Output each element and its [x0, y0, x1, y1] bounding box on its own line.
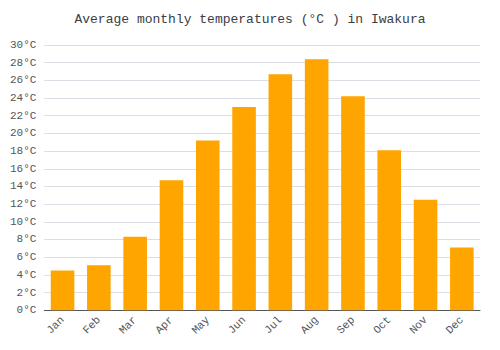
- svg-text:6°C: 6°C: [17, 251, 37, 263]
- svg-text:Apr: Apr: [153, 314, 175, 336]
- svg-text:Nov: Nov: [407, 314, 430, 337]
- svg-text:28°C: 28°C: [10, 57, 37, 69]
- svg-text:12°C: 12°C: [10, 198, 37, 210]
- svg-text:Jan: Jan: [44, 314, 66, 336]
- svg-text:Average monthly temperatures (: Average monthly temperatures (°C ) in Iw…: [74, 12, 425, 27]
- svg-text:Jul: Jul: [262, 314, 284, 336]
- svg-text:14°C: 14°C: [10, 180, 37, 192]
- svg-text:0°C: 0°C: [17, 304, 37, 316]
- svg-text:Sep: Sep: [335, 314, 357, 336]
- svg-text:4°C: 4°C: [17, 269, 37, 281]
- svg-text:20°C: 20°C: [10, 127, 37, 139]
- svg-text:30°C: 30°C: [10, 39, 37, 51]
- svg-text:Mar: Mar: [117, 314, 139, 336]
- svg-text:Feb: Feb: [81, 314, 103, 336]
- svg-text:26°C: 26°C: [10, 74, 37, 86]
- svg-text:22°C: 22°C: [10, 110, 37, 122]
- svg-text:Jun: Jun: [226, 314, 248, 336]
- svg-text:2°C: 2°C: [17, 287, 37, 299]
- svg-text:May: May: [190, 314, 213, 337]
- svg-text:Dec: Dec: [444, 314, 466, 336]
- svg-text:8°C: 8°C: [17, 233, 37, 245]
- svg-text:18°C: 18°C: [10, 145, 37, 157]
- svg-text:10°C: 10°C: [10, 216, 37, 228]
- svg-text:Aug: Aug: [298, 314, 320, 336]
- svg-text:Oct: Oct: [371, 314, 393, 336]
- svg-text:24°C: 24°C: [10, 92, 37, 104]
- svg-text:16°C: 16°C: [10, 163, 37, 175]
